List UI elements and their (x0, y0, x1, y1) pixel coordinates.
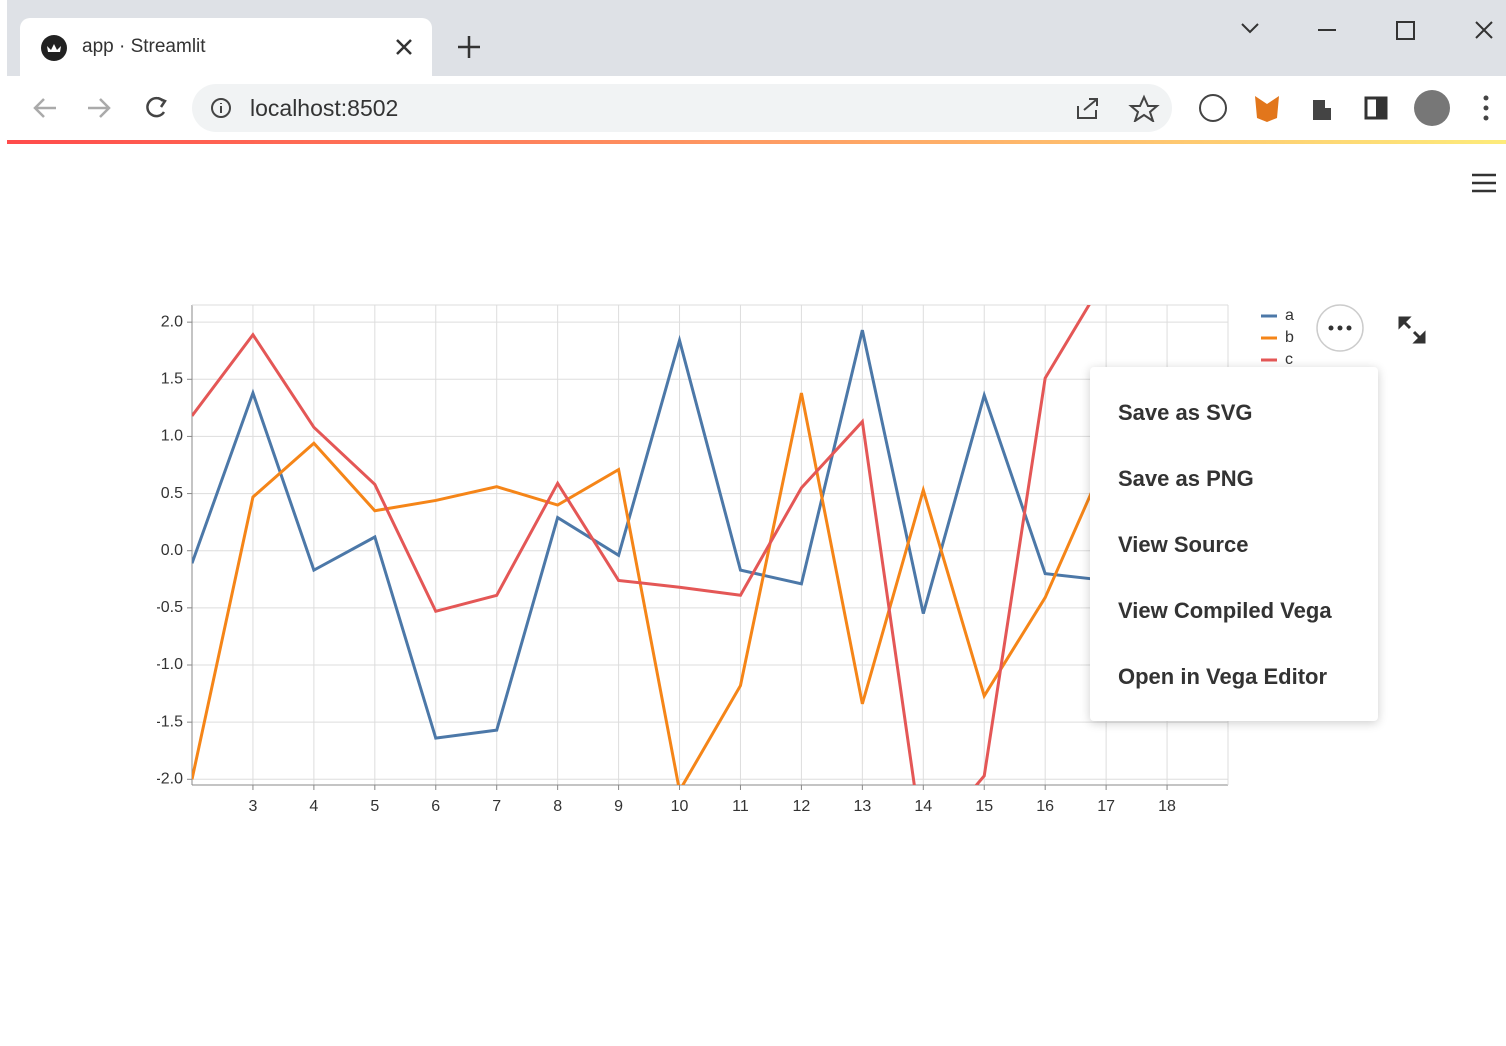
actions-menu: Save as SVG Save as PNG View Source View Co… (1090, 367, 1378, 721)
y-axis-labels: 2.0 1.5 1.0 0.5 0.0 -0.5 -1.0 -1.5 -2.0 (155, 313, 183, 787)
x-tick-label: 14 (914, 798, 932, 815)
y-tick-label: 2.0 (161, 313, 183, 330)
y-tick-label: 1.0 (161, 428, 183, 445)
menu-item[interactable]: Save as SVG (1118, 400, 1253, 426)
grid: 3 4 5 6 7 8 9 10 11 12 13 14 15 16 17 18 (187, 305, 1228, 815)
legend: abc (1261, 307, 1294, 368)
x-tick-label: 5 (370, 798, 379, 815)
dot (1347, 326, 1352, 331)
x-tick-label: 12 (793, 798, 811, 815)
legend-label: a (1285, 307, 1294, 324)
menu-item[interactable]: Save as PNG (1118, 466, 1254, 492)
x-tick-label: 16 (1036, 798, 1054, 815)
y-tick-label: 0.0 (161, 542, 183, 559)
x-tick-label: 3 (248, 798, 257, 815)
menu-item[interactable]: View Compiled Vega (1118, 598, 1332, 624)
x-tick-label: 9 (614, 798, 623, 815)
fullscreen-button[interactable] (1400, 318, 1424, 342)
y-tick-label: -1.5 (155, 713, 183, 730)
page: app · Streamlit localhost:8502 345678910… (0, 0, 1506, 1046)
line (192, 330, 1106, 738)
x-tick-label: 6 (431, 798, 440, 815)
y-tick-label: -2.0 (155, 771, 183, 788)
x-tick-label: 11 (732, 798, 749, 815)
x-tick-label: 4 (309, 798, 318, 815)
x-tick-label: 8 (553, 798, 562, 815)
x-tick-label: 17 (1097, 798, 1115, 815)
x-tick-label: 18 (1158, 798, 1176, 815)
y-tick-label: -0.5 (155, 599, 183, 616)
x-tick-label: 7 (492, 798, 501, 815)
x-tick-label: 10 (671, 798, 689, 815)
x-tick-label: 15 (975, 798, 993, 815)
y-tick-label: 0.5 (161, 485, 183, 502)
dot (1338, 326, 1343, 331)
plot (192, 276, 1106, 847)
dot (1329, 326, 1334, 331)
x-tick-label: 13 (853, 798, 871, 815)
legend-label: b (1285, 329, 1294, 346)
y-tick-label: 1.5 (161, 371, 183, 388)
menu-item[interactable]: Open in Vega Editor (1118, 664, 1327, 690)
menu-item[interactable]: View Source (1118, 532, 1248, 558)
y-tick-label: -1.0 (155, 656, 183, 673)
legend-label: c (1285, 351, 1293, 368)
